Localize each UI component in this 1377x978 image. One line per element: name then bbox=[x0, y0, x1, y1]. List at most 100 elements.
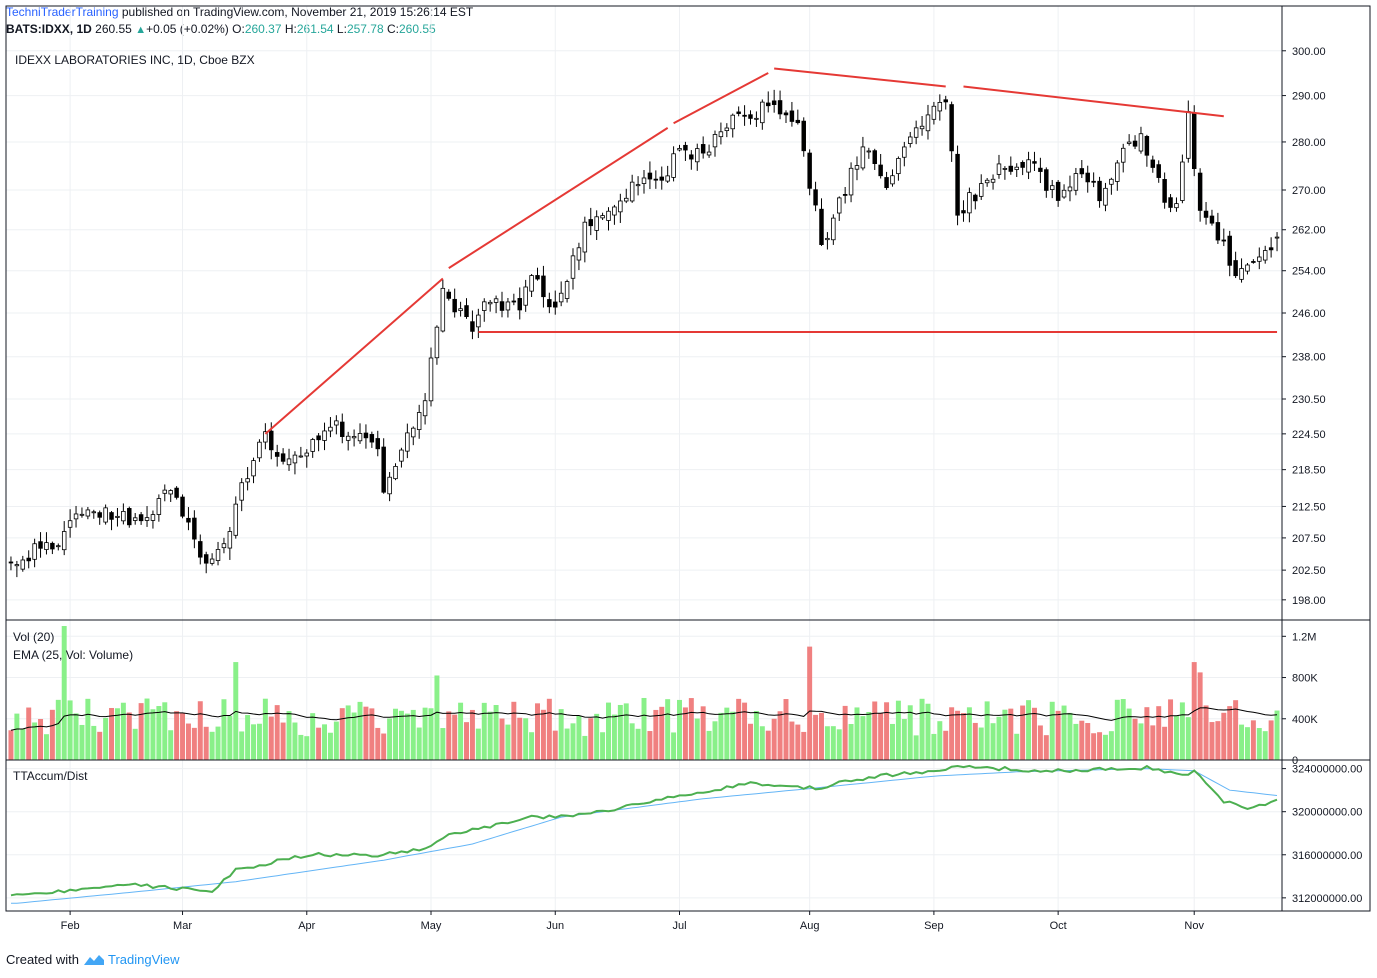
candle[interactable] bbox=[919, 115, 925, 136]
volume-bar[interactable] bbox=[523, 718, 529, 760]
candle[interactable] bbox=[807, 149, 812, 196]
volume-bar[interactable] bbox=[665, 699, 671, 760]
candle[interactable] bbox=[1026, 151, 1031, 180]
volume-bar[interactable] bbox=[517, 717, 523, 760]
candle[interactable] bbox=[476, 308, 481, 339]
candle[interactable] bbox=[837, 196, 842, 221]
candle[interactable] bbox=[1014, 163, 1019, 177]
volume-bar[interactable] bbox=[511, 701, 517, 760]
candle[interactable] bbox=[304, 449, 310, 468]
volume-bar[interactable] bbox=[611, 714, 617, 760]
candle[interactable] bbox=[493, 295, 499, 314]
candle[interactable] bbox=[1203, 202, 1209, 225]
candle[interactable] bbox=[32, 538, 37, 568]
candle[interactable] bbox=[978, 174, 984, 200]
volume-bar[interactable] bbox=[842, 705, 848, 760]
volume-bar[interactable] bbox=[1144, 707, 1150, 760]
volume-bar[interactable] bbox=[943, 730, 949, 760]
volume-bar[interactable] bbox=[1085, 723, 1091, 760]
volume-bar[interactable] bbox=[653, 709, 659, 760]
volume-bar[interactable] bbox=[262, 698, 268, 760]
candle[interactable] bbox=[1120, 143, 1126, 173]
volume-bar[interactable] bbox=[363, 706, 369, 760]
volume-bar[interactable] bbox=[949, 707, 955, 760]
candle[interactable] bbox=[487, 299, 493, 312]
volume-bar[interactable] bbox=[280, 722, 286, 760]
volume-bar[interactable] bbox=[227, 715, 233, 760]
volume-bar[interactable] bbox=[830, 726, 836, 760]
candle[interactable] bbox=[671, 146, 676, 182]
volume-bar[interactable] bbox=[428, 708, 434, 760]
volume-bar[interactable] bbox=[1150, 725, 1156, 760]
candle[interactable] bbox=[446, 289, 451, 301]
candle[interactable] bbox=[38, 532, 43, 558]
candle[interactable] bbox=[168, 489, 173, 502]
volume-bar[interactable] bbox=[1221, 712, 1227, 760]
candle[interactable] bbox=[1115, 160, 1120, 191]
volume-bar[interactable] bbox=[529, 732, 535, 760]
candle[interactable] bbox=[14, 560, 20, 578]
candle[interactable] bbox=[1156, 160, 1161, 183]
candle[interactable] bbox=[387, 472, 392, 502]
candle[interactable] bbox=[576, 242, 582, 271]
volume-bar[interactable] bbox=[1079, 720, 1085, 760]
volume-bar[interactable] bbox=[493, 705, 499, 760]
candle[interactable] bbox=[517, 287, 522, 320]
candle[interactable] bbox=[209, 553, 215, 566]
volume-bar[interactable] bbox=[138, 703, 144, 760]
candle[interactable] bbox=[127, 506, 132, 528]
volume-bar[interactable] bbox=[878, 713, 884, 760]
candle[interactable] bbox=[890, 169, 895, 187]
candle[interactable] bbox=[1209, 209, 1215, 226]
volume-bar[interactable] bbox=[907, 705, 913, 760]
volume-bar[interactable] bbox=[156, 706, 162, 760]
volume-bar[interactable] bbox=[452, 714, 458, 760]
volume-bar[interactable] bbox=[1179, 702, 1185, 760]
volume-bar[interactable] bbox=[895, 700, 901, 760]
candle[interactable] bbox=[1245, 263, 1250, 275]
volume-bar[interactable] bbox=[221, 699, 227, 760]
candle[interactable] bbox=[683, 141, 688, 161]
volume-bar[interactable] bbox=[387, 718, 393, 760]
volume-bar[interactable] bbox=[298, 734, 304, 760]
candle[interactable] bbox=[973, 193, 978, 210]
candle[interactable] bbox=[523, 279, 528, 312]
candle[interactable] bbox=[1162, 172, 1167, 209]
candle[interactable] bbox=[1109, 177, 1114, 195]
volume-bar[interactable] bbox=[647, 731, 653, 760]
candle[interactable] bbox=[996, 154, 1002, 179]
candle[interactable] bbox=[706, 144, 712, 158]
volume-bar[interactable] bbox=[168, 730, 174, 760]
candle[interactable] bbox=[26, 550, 31, 569]
volume-bar[interactable] bbox=[393, 708, 399, 760]
candle[interactable] bbox=[511, 293, 517, 306]
volume-bar[interactable] bbox=[866, 712, 872, 760]
volume-bar[interactable] bbox=[990, 723, 996, 760]
volume-bar[interactable] bbox=[434, 675, 440, 760]
volume-bar[interactable] bbox=[564, 728, 570, 760]
volume-bar[interactable] bbox=[38, 719, 44, 760]
volume-bar[interactable] bbox=[1067, 712, 1073, 760]
candle[interactable] bbox=[357, 423, 363, 444]
candle[interactable] bbox=[1002, 166, 1008, 180]
volume-bar[interactable] bbox=[1097, 732, 1103, 760]
candle[interactable] bbox=[1067, 175, 1073, 202]
volume-bar[interactable] bbox=[753, 710, 759, 760]
candle[interactable] bbox=[103, 504, 108, 525]
candle[interactable] bbox=[428, 347, 434, 407]
volume-bar[interactable] bbox=[706, 730, 712, 760]
candle[interactable] bbox=[795, 109, 801, 125]
candle[interactable] bbox=[1168, 194, 1173, 213]
candle[interactable] bbox=[831, 214, 836, 245]
volume-bar[interactable] bbox=[103, 717, 109, 760]
candle[interactable] bbox=[813, 181, 818, 212]
volume-bar[interactable] bbox=[1020, 705, 1026, 760]
candle[interactable] bbox=[1038, 157, 1043, 184]
volume-bar[interactable] bbox=[274, 705, 280, 760]
volume-bar[interactable] bbox=[712, 721, 718, 760]
candle[interactable] bbox=[257, 439, 262, 462]
candle[interactable] bbox=[730, 113, 735, 138]
volume-bar[interactable] bbox=[777, 711, 783, 760]
candle[interactable] bbox=[79, 507, 85, 518]
candle[interactable] bbox=[777, 90, 783, 120]
